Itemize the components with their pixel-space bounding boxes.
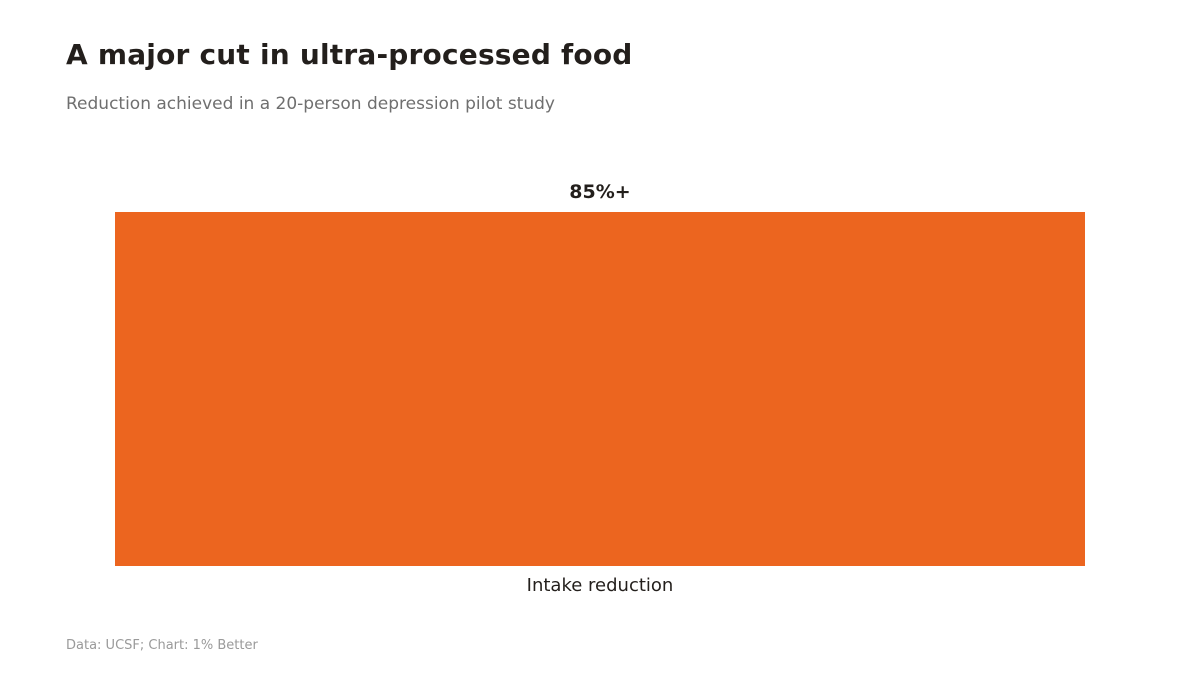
value-labels-group: 85%+: [569, 181, 630, 203]
bars-group: [115, 212, 1085, 566]
bar-value-label: 85%+: [569, 181, 630, 203]
category-labels-group: Intake reduction: [527, 575, 674, 596]
chart-title: A major cut in ultra-processed food: [66, 38, 633, 71]
source-note: Data: UCSF; Chart: 1% Better: [66, 638, 258, 653]
bar-intake-reduction: [115, 212, 1085, 566]
chart-subtitle: Reduction achieved in a 20-person depres…: [66, 94, 555, 114]
category-label: Intake reduction: [527, 575, 674, 596]
